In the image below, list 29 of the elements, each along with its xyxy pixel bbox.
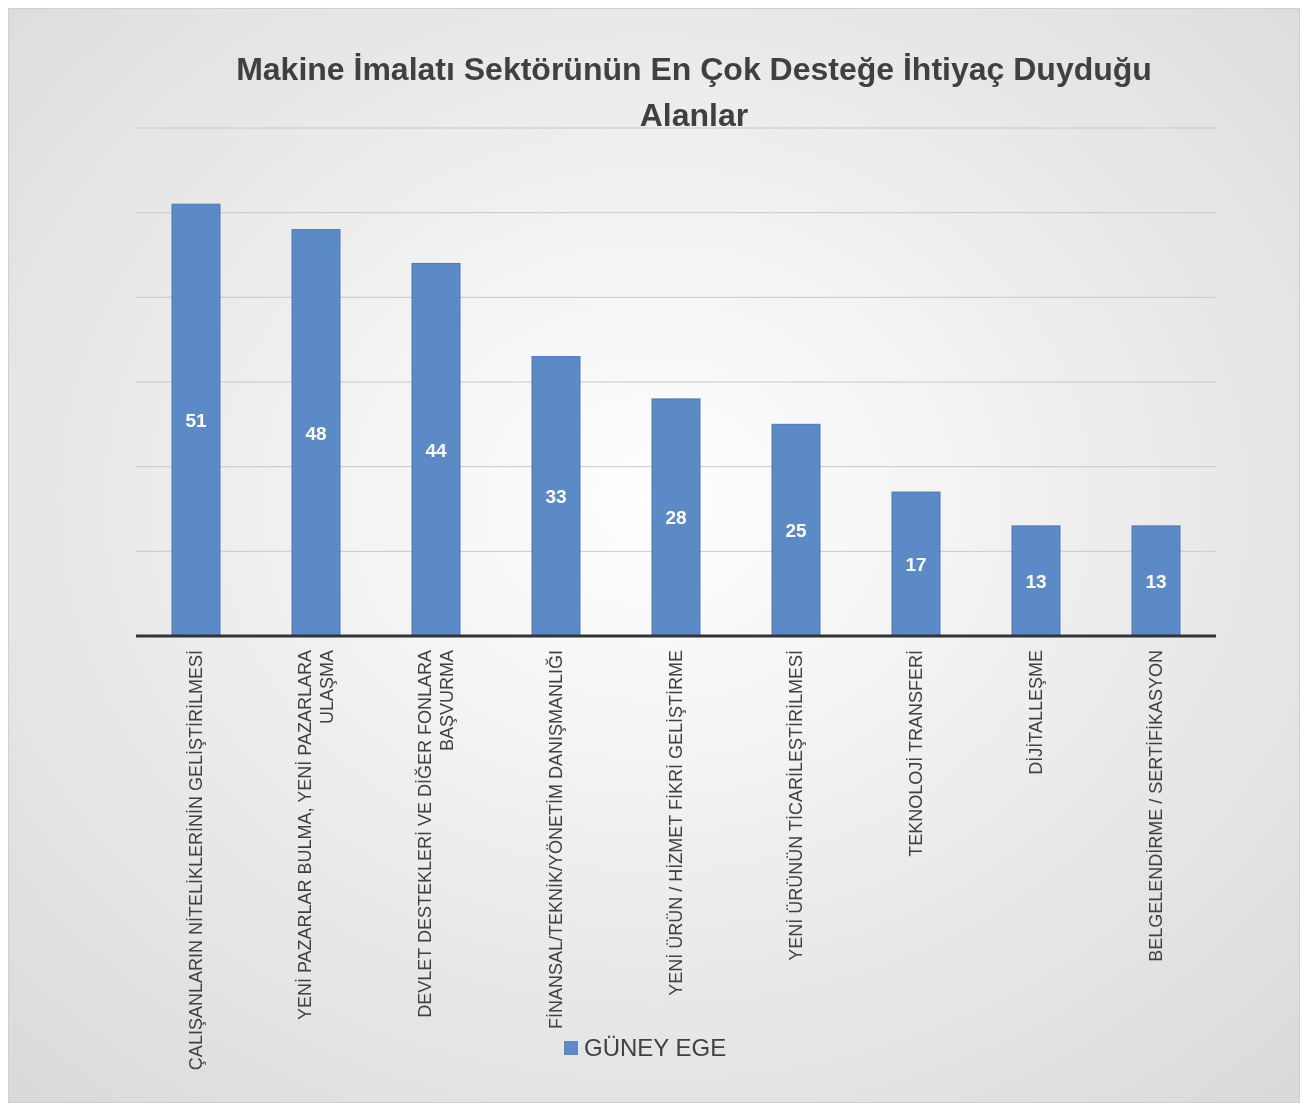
data-label: 51: [185, 410, 207, 432]
x-tick-label: BELGELENDİRME / SERTİFİKASYON: [1146, 650, 1166, 962]
bar: [771, 423, 821, 637]
data-label: 48: [305, 422, 327, 444]
bar: [1011, 525, 1061, 637]
x-tick-label: YENİ ÜRÜN / HİZMET FİKRİ GELİŞTİRME: [666, 650, 686, 996]
data-label: 13: [1025, 570, 1047, 592]
x-tick-label: DEVLET DESTEKLERİ VE DİĞER FONLARA BAŞVURMA: [414, 650, 457, 1018]
text: GÜNEY EGE: [584, 1034, 727, 1061]
data-label: 13: [1145, 570, 1167, 592]
data-label: 44: [425, 439, 447, 461]
chart-title: Makine İmalatı Sektörünün En Çok Desteğe İhtiyaç Duyduğu Alanlar: [236, 51, 1152, 133]
x-tick-label: YENİ ÜRÜNÜN TİCARİLEŞTİRİLMESİ: [786, 650, 806, 961]
x-tick-label: YENİ PAZARLAR BULMA, YENİ PAZARLARA ULAŞMA: [295, 650, 337, 1021]
bar: [891, 491, 941, 637]
bar: [651, 398, 701, 637]
bar: [291, 229, 341, 637]
x-tick-label: FİNANSAL/TEKNİK/YÖNETİM DANIŞMANLIĞI: [545, 650, 566, 1030]
x-tick-label: DİJİTALLEŞME: [1026, 650, 1046, 775]
x-tick-label: TEKNOLOJİ TRANSFERİ: [906, 650, 926, 857]
data-label: 33: [545, 486, 567, 508]
bar: [411, 262, 461, 637]
data-label: 17: [905, 554, 927, 576]
bar: [531, 356, 581, 637]
data-label: 25: [785, 520, 807, 542]
x-tick-label: ÇALIŞANLARIN NİTELİKLERİNİN GELİŞTİRİLMESİ: [186, 650, 206, 1071]
bar: [1131, 525, 1181, 637]
bar: [171, 203, 221, 637]
data-label: 28: [665, 507, 687, 529]
